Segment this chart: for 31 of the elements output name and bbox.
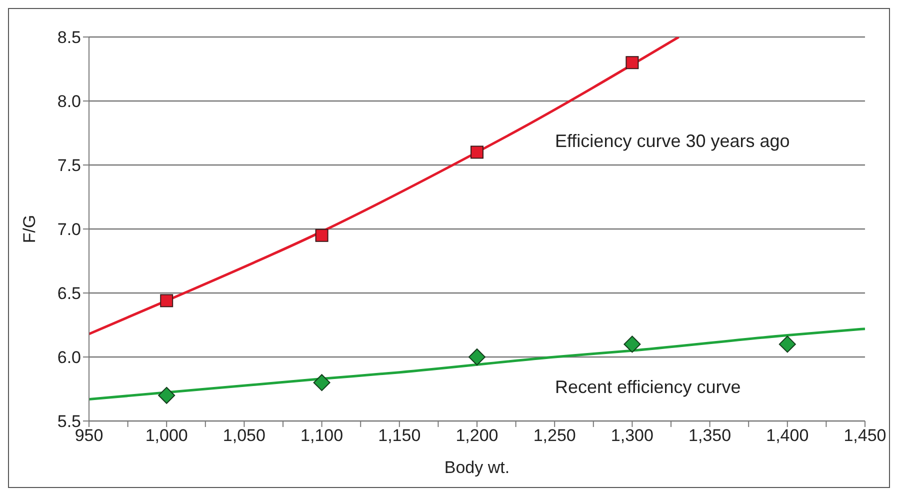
annotation: Recent efficiency curve — [555, 377, 741, 398]
point — [468, 348, 486, 366]
x-tick-label: 1,300 — [610, 426, 654, 446]
x-axis-title: Body wt. — [444, 458, 510, 477]
x-tick-label: 1,000 — [145, 426, 188, 446]
point — [624, 336, 641, 353]
point — [315, 228, 328, 242]
x-tick-label: 1,050 — [222, 426, 266, 446]
y-tick-label: 6.0 — [57, 348, 81, 368]
annotation: Efficiency curve 30 years ago — [555, 131, 790, 152]
x-tick-label: 1,100 — [300, 426, 344, 446]
point — [158, 386, 176, 404]
x-tick-label: 1,350 — [688, 426, 732, 446]
y-tick-label: 7.0 — [57, 220, 81, 240]
y-axis-title: F/G — [20, 214, 40, 244]
y-tick-label: 8.5 — [57, 28, 81, 48]
y-tick-label: 7.5 — [57, 156, 81, 176]
point — [470, 146, 484, 159]
x-tick-label: 950 — [74, 426, 104, 446]
x-tick-label: 1,200 — [456, 426, 498, 446]
point — [626, 56, 639, 70]
line-series — [89, 37, 680, 336]
y-tick-label: 6.5 — [57, 284, 81, 304]
x-tick-label: 1,150 — [378, 426, 421, 446]
y-tick-label: 8.0 — [57, 92, 81, 112]
point — [778, 336, 796, 353]
point — [313, 374, 330, 392]
x-tick-label: 1,400 — [766, 426, 809, 446]
x-tick-label: 1,450 — [844, 426, 886, 446]
point — [160, 294, 174, 308]
x-tick-label: 1,250 — [533, 426, 576, 446]
